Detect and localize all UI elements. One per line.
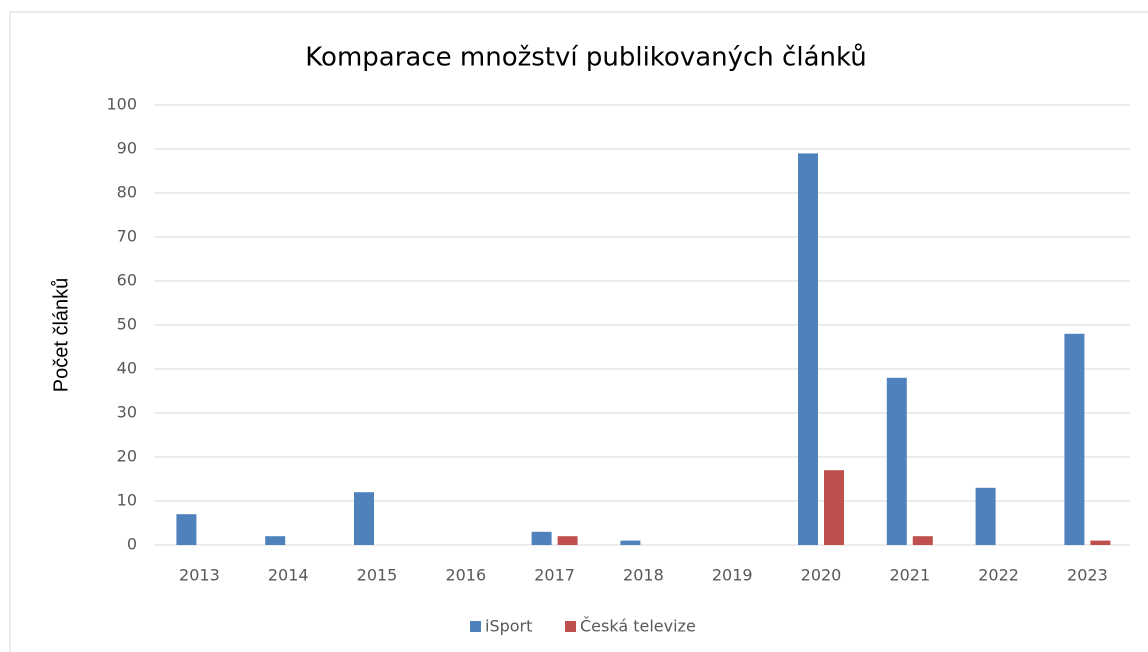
x-tick-label: 2022 bbox=[978, 566, 1019, 585]
bar bbox=[824, 470, 844, 545]
y-tick-label: 100 bbox=[106, 95, 137, 114]
y-tick-label: 20 bbox=[117, 447, 137, 466]
y-axis-label: Počet článků bbox=[50, 278, 72, 393]
x-tick-label: 2023 bbox=[1067, 566, 1108, 585]
chart-border bbox=[9, 11, 1148, 652]
bar bbox=[1064, 333, 1085, 545]
y-tick-label: 10 bbox=[117, 491, 137, 510]
bar bbox=[531, 531, 552, 545]
y-tick-label: 50 bbox=[117, 315, 137, 334]
bar bbox=[557, 536, 578, 545]
bar bbox=[620, 540, 641, 545]
x-tick-label: 2015 bbox=[357, 566, 398, 585]
y-tick-label: 0 bbox=[127, 535, 137, 554]
x-tick-label: 2020 bbox=[801, 566, 842, 585]
x-tick-label: 2016 bbox=[445, 566, 486, 585]
y-tick-label: 60 bbox=[117, 271, 137, 290]
bar bbox=[265, 536, 286, 545]
x-tick-label: 2014 bbox=[268, 566, 309, 585]
y-tick-label: 80 bbox=[117, 183, 137, 202]
bar bbox=[975, 487, 996, 545]
x-tick-label: 2017 bbox=[534, 566, 575, 585]
legend-label: Česká televize bbox=[580, 617, 696, 636]
legend-swatch bbox=[565, 621, 576, 632]
legend-swatch bbox=[470, 621, 481, 632]
y-tick-label: 30 bbox=[117, 403, 137, 422]
y-tick-label: 40 bbox=[117, 359, 137, 378]
x-tick-label: 2013 bbox=[179, 566, 220, 585]
bar bbox=[912, 536, 933, 545]
x-tick-label: 2018 bbox=[623, 566, 664, 585]
x-tick-label: 2021 bbox=[889, 566, 930, 585]
bar bbox=[354, 492, 374, 545]
x-tick-label: 2019 bbox=[712, 566, 753, 585]
chart-title: Komparace množství publikovaných článků bbox=[305, 43, 866, 73]
y-tick-label: 90 bbox=[117, 139, 137, 158]
bar bbox=[176, 514, 197, 545]
y-tick-label: 70 bbox=[117, 227, 137, 246]
legend-label: iSport bbox=[485, 617, 532, 636]
bar bbox=[1090, 540, 1111, 545]
bar bbox=[798, 153, 818, 545]
bar bbox=[886, 377, 907, 545]
